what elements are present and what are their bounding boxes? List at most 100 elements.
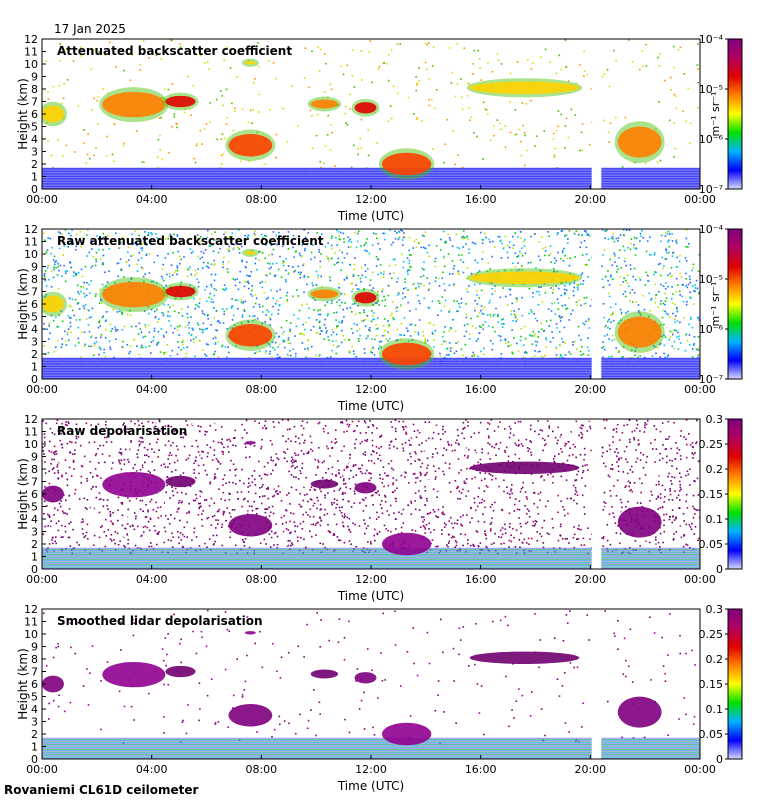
noise-pixel [274, 490, 277, 493]
noise-pixel [115, 66, 117, 68]
noise-pixel [470, 272, 473, 275]
noise-pixel [390, 421, 392, 423]
noise-pixel [432, 46, 435, 49]
noise-pixel [646, 455, 648, 458]
noise-pixel [357, 467, 360, 470]
noise-pixel [104, 355, 107, 358]
noise-pixel [338, 465, 340, 467]
noise-pixel [502, 287, 504, 289]
noise-pixel [114, 531, 117, 533]
noise-pixel [168, 272, 171, 275]
noise-pixel [583, 503, 585, 506]
noise-pixel [210, 283, 212, 286]
noise-pixel [323, 53, 326, 55]
noise-pixel [685, 303, 688, 306]
noise-pixel [537, 351, 540, 353]
noise-pixel [51, 246, 53, 249]
noise-pixel [177, 250, 180, 253]
noise-pixel [319, 524, 322, 527]
noise-pixel [66, 442, 69, 445]
noise-pixel [580, 131, 583, 134]
noise-pixel [352, 332, 354, 334]
noise-pixel [190, 316, 192, 318]
noise-pixel [258, 65, 261, 68]
noise-pixel [375, 334, 378, 337]
noise-pixel [101, 302, 103, 304]
noise-pixel [383, 232, 386, 235]
noise-pixel [337, 325, 339, 327]
noise-pixel [70, 441, 73, 444]
noise-pixel [330, 334, 333, 336]
noise-pixel [454, 522, 456, 525]
noise-pixel [525, 103, 527, 105]
noise-pixel [460, 302, 463, 304]
noise-pixel [454, 441, 457, 444]
noise-pixel [206, 327, 208, 330]
noise-pixel [536, 320, 539, 322]
noise-pixel [206, 473, 208, 476]
noise-pixel [397, 277, 399, 280]
noise-pixel [392, 317, 394, 320]
noise-pixel [351, 49, 354, 51]
noise-pixel [216, 98, 218, 101]
noise-pixel [424, 339, 426, 342]
noise-pixel [134, 230, 137, 232]
noise-pixel [647, 274, 649, 277]
noise-pixel [479, 490, 481, 493]
noise-pixel [165, 331, 168, 334]
noise-pixel [223, 289, 226, 292]
noise-pixel [615, 116, 617, 119]
noise-pixel [283, 340, 286, 342]
noise-pixel [223, 256, 225, 259]
noise-pixel [272, 262, 274, 265]
noise-pixel [145, 254, 148, 256]
noise-pixel [135, 470, 138, 472]
noise-pixel [304, 247, 306, 250]
noise-pixel [287, 354, 290, 357]
noise-pixel [301, 498, 304, 500]
noise-pixel [377, 300, 379, 302]
noise-pixel [559, 317, 561, 319]
noise-pixel [491, 517, 493, 519]
noise-pixel [171, 237, 174, 239]
noise-pixel [69, 460, 72, 463]
noise-pixel [512, 320, 514, 322]
noise-pixel [444, 356, 446, 359]
noise-pixel [618, 257, 620, 259]
noise-pixel [251, 509, 254, 512]
noise-pixel [649, 236, 651, 238]
noise-pixel [240, 245, 243, 248]
noise-pixel [643, 431, 646, 433]
noise-pixel [632, 61, 634, 63]
noise-pixel [289, 342, 291, 345]
noise-pixel [218, 448, 220, 450]
noise-pixel [210, 298, 213, 300]
noise-pixel [355, 284, 357, 286]
noise-pixel [110, 467, 113, 470]
noise-pixel [167, 518, 169, 520]
noise-pixel [517, 350, 520, 352]
noise-pixel [60, 432, 63, 435]
noise-pixel [122, 144, 125, 147]
noise-pixel [125, 517, 128, 519]
noise-pixel [423, 261, 425, 263]
noise-pixel [163, 303, 165, 306]
noise-pixel [335, 340, 337, 342]
noise-pixel [577, 284, 580, 286]
noise-pixel [169, 315, 171, 317]
noise-pixel [400, 474, 403, 477]
noise-pixel [72, 275, 75, 277]
noise-pixel [213, 239, 215, 242]
noise-pixel [689, 291, 691, 294]
noise-pixel [215, 534, 218, 537]
noise-pixel [251, 505, 253, 508]
noise-pixel [57, 265, 60, 268]
noise-pixel [301, 528, 304, 530]
noise-pixel [484, 321, 487, 323]
noise-pixel [685, 443, 688, 446]
noise-pixel [679, 525, 681, 527]
noise-pixel [117, 509, 119, 511]
noise-pixel [522, 514, 525, 516]
noise-pixel [451, 522, 453, 525]
noise-pixel [568, 319, 570, 321]
